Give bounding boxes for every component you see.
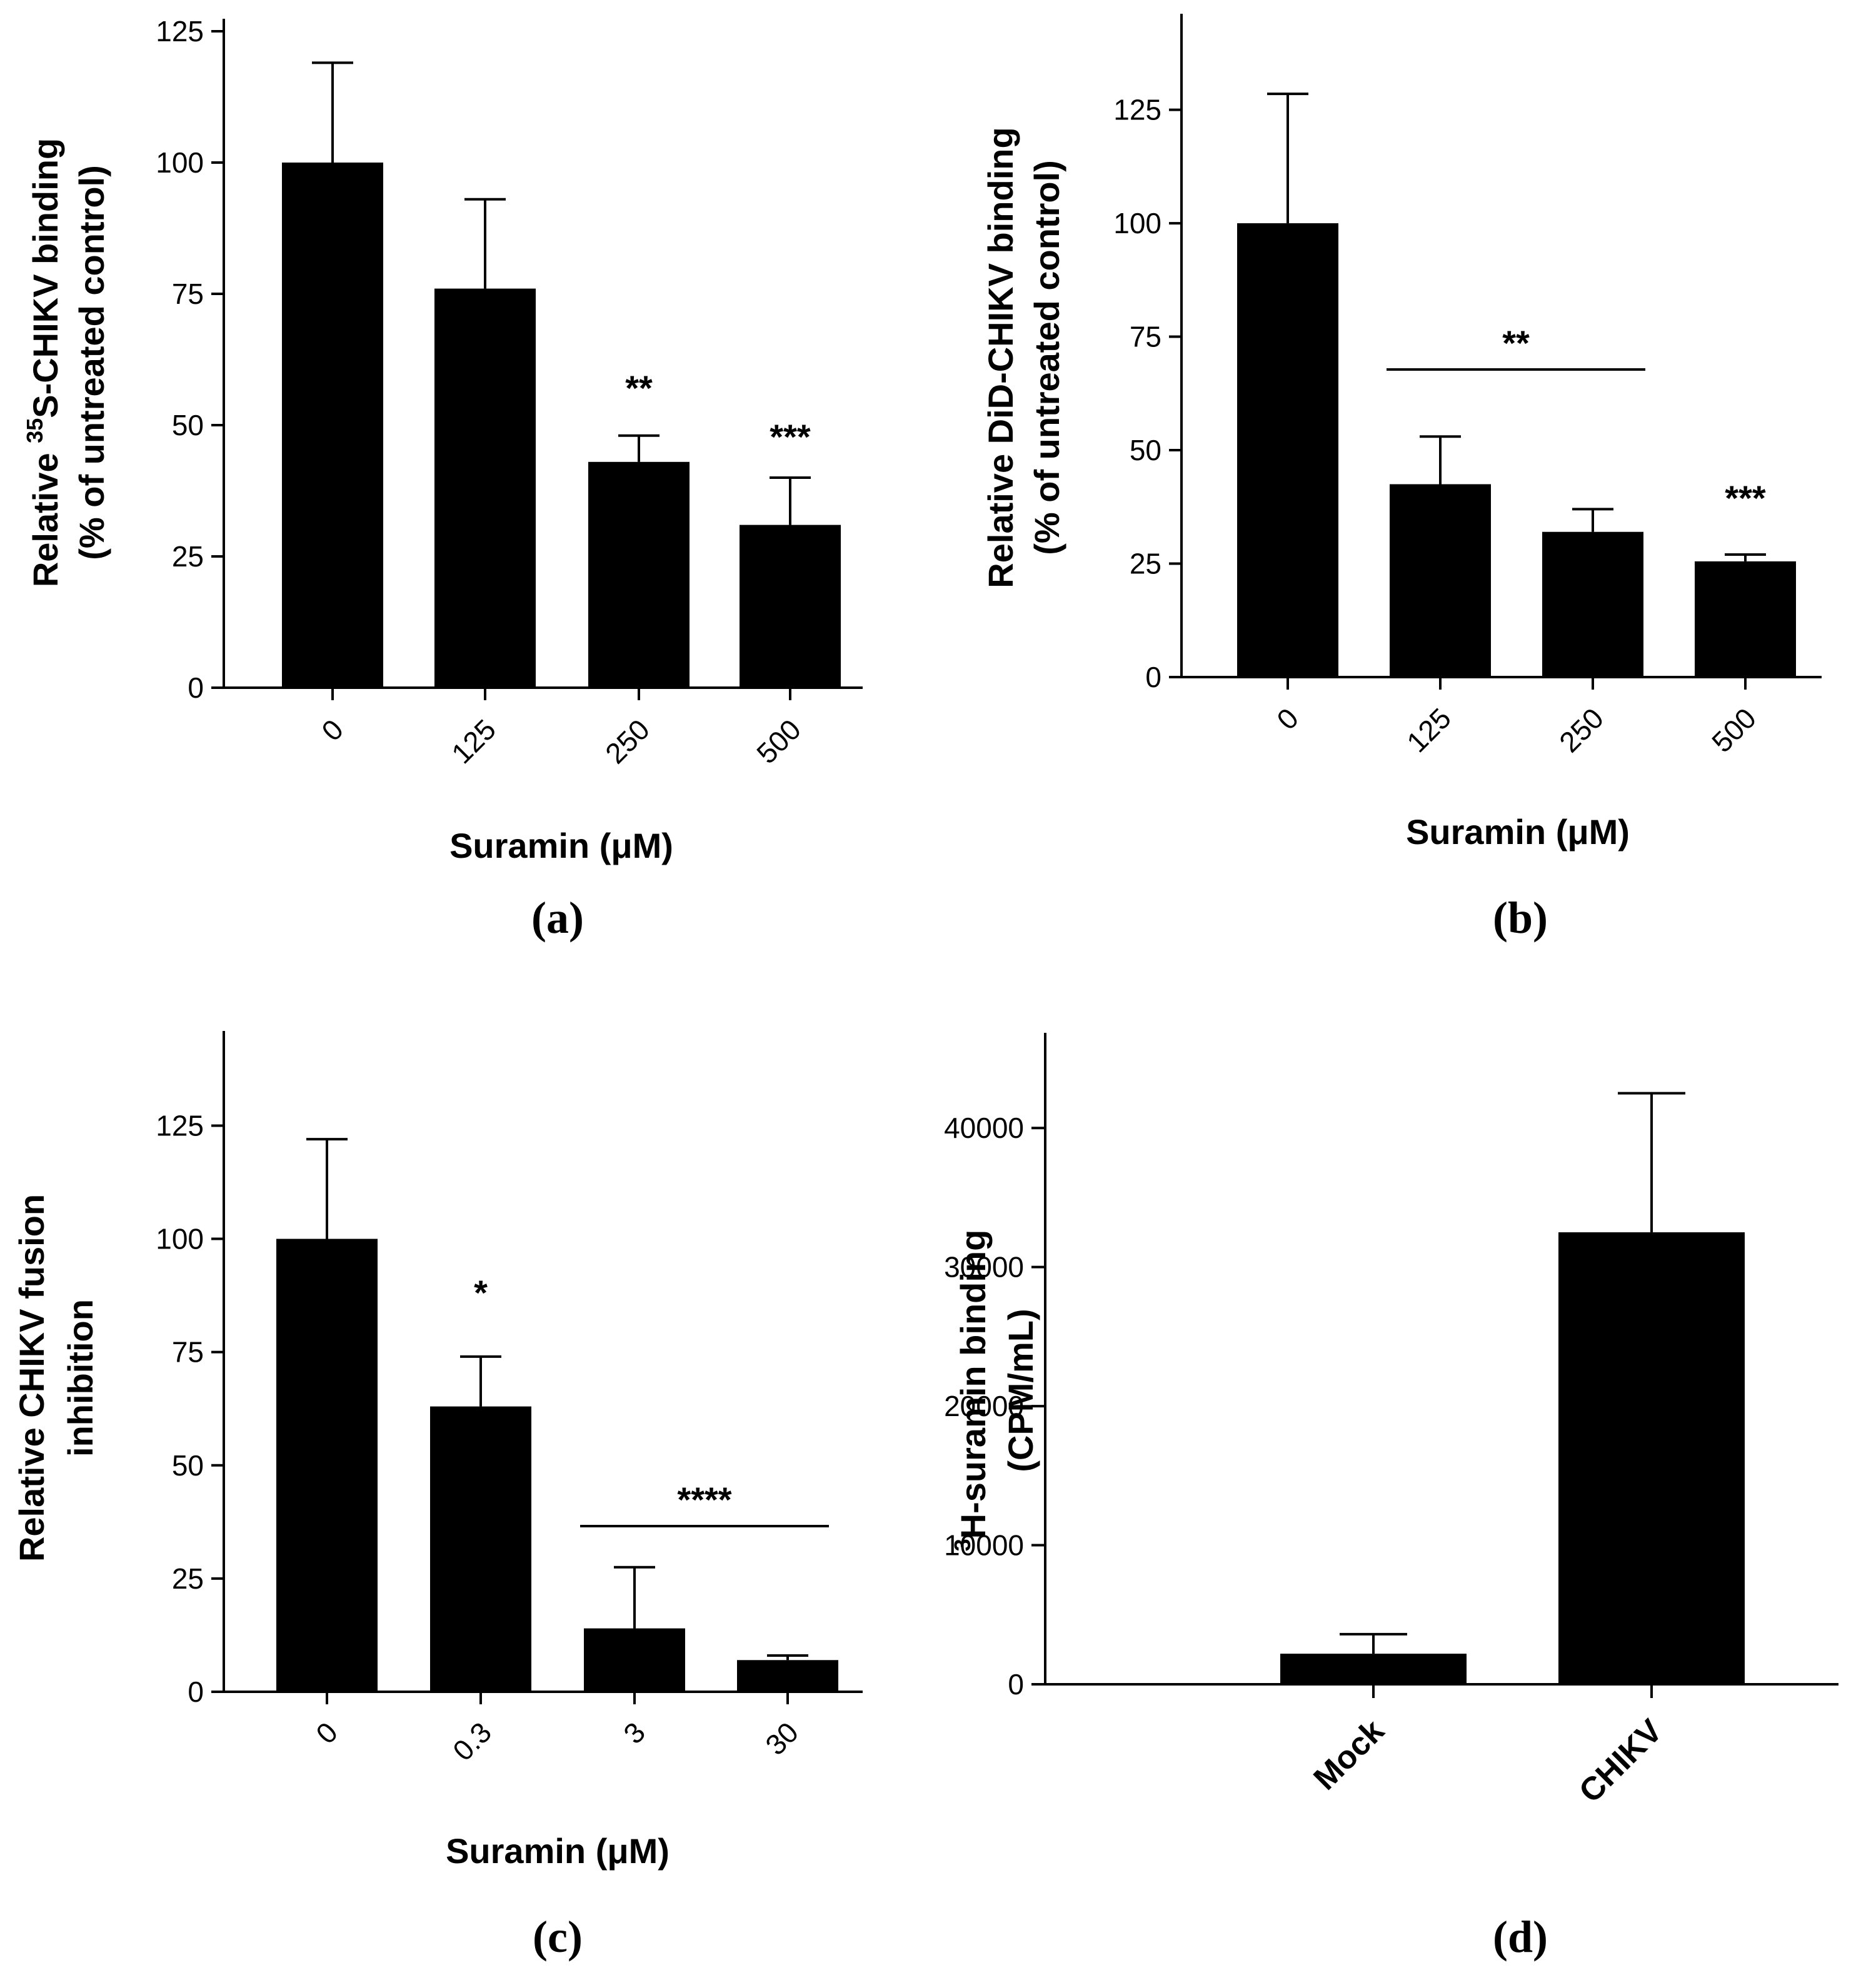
panel-label: (b) <box>1493 893 1548 943</box>
chart-panel-c: Relative CHIKV fusion inhibition Suramin… <box>12 1031 863 1962</box>
bar <box>434 288 536 688</box>
y-tick-label: 0 <box>1008 1668 1024 1701</box>
panel-label: (a) <box>531 893 584 943</box>
x-axis-title: Suramin (μM) <box>1406 812 1630 852</box>
y-tick-label: 40000 <box>944 1112 1024 1144</box>
panel-label: (d) <box>1493 1912 1548 1962</box>
bar <box>1280 1654 1467 1684</box>
y-axis-title-line1: Relative DiD-CHIKV binding <box>981 127 1020 588</box>
y-tick-label: 100 <box>156 146 204 179</box>
y-tick-label: 75 <box>172 278 204 310</box>
bar <box>588 461 690 688</box>
y-tick-label: 25 <box>1130 548 1161 580</box>
bar <box>282 163 383 688</box>
bar <box>740 525 841 688</box>
bar <box>1542 531 1643 677</box>
panel-label: (c) <box>533 1912 583 1962</box>
significance-label: * <box>474 1273 488 1312</box>
bar <box>276 1239 378 1692</box>
bar <box>584 1628 685 1692</box>
y-tick-label: 25 <box>172 540 204 573</box>
y-tick-label: 75 <box>1130 321 1161 353</box>
y-tick-label: 50 <box>172 1449 204 1482</box>
y-tick-label: 25 <box>172 1562 204 1595</box>
bar <box>430 1406 531 1692</box>
y-tick-label: 30000 <box>944 1251 1024 1284</box>
y-axis-title-line2: (% of untreated control) <box>1027 160 1066 555</box>
bar <box>1390 484 1491 677</box>
y-axis-title-line1: 3H-suramin binding <box>950 1230 993 1552</box>
bar <box>1237 223 1338 677</box>
significance-label: *** <box>1725 478 1766 518</box>
y-tick-label: 125 <box>1113 94 1161 126</box>
significance-label: ** <box>1502 323 1530 363</box>
bar <box>1558 1232 1745 1684</box>
significance-label: *** <box>770 417 811 456</box>
y-tick-label: 20000 <box>944 1390 1024 1422</box>
chart-panel-d: 3H-suramin binding (CPM/mL) (d) 0 10000 20… <box>944 1033 1838 1962</box>
y-tick-label: 0 <box>188 1676 204 1708</box>
y-tick-label: 125 <box>156 1109 204 1142</box>
bar <box>1695 561 1796 677</box>
y-axis-title-line2: (% of untreated control) <box>72 165 111 560</box>
y-tick-label: 10000 <box>944 1529 1024 1562</box>
x-axis-title: Suramin (μM) <box>446 1831 670 1871</box>
y-axis-title-line1: Relative 35S-CHIKV binding <box>22 138 65 587</box>
significance-label: **** <box>677 1480 731 1519</box>
significance-label: ** <box>625 368 653 408</box>
y-tick-label: 0 <box>1145 661 1161 693</box>
chart-panel-b: Relative DiD-CHIKV binding (% of untreat… <box>981 14 1822 943</box>
y-axis-title-line2: (CPM/mL) <box>1001 1309 1040 1472</box>
x-axis-title: Suramin (μM) <box>449 826 673 865</box>
bar <box>737 1660 838 1692</box>
chart-panel-a: Relative 35S-CHIKV binding (% of untreat… <box>22 15 863 943</box>
y-axis-title-line2: inhibition <box>61 1299 100 1457</box>
y-tick-label: 100 <box>156 1223 204 1255</box>
y-tick-label: 75 <box>172 1336 204 1369</box>
y-axis-title-line1: Relative CHIKV fusion <box>12 1194 51 1562</box>
y-tick-label: 125 <box>156 15 204 48</box>
y-tick-label: 50 <box>172 409 204 441</box>
y-tick-label: 100 <box>1113 207 1161 239</box>
y-tick-label: 0 <box>188 671 204 704</box>
y-tick-label: 50 <box>1130 434 1161 466</box>
